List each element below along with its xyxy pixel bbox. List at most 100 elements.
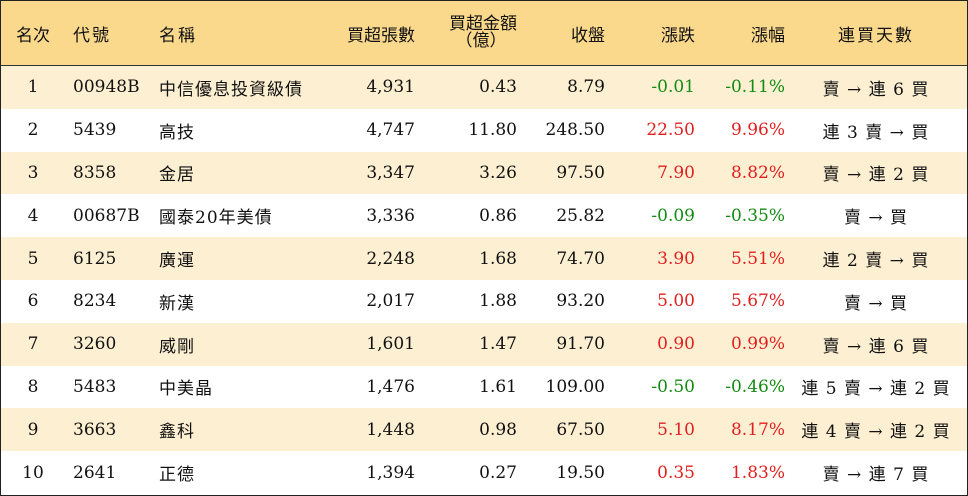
change-cell: 0.90 xyxy=(657,334,695,355)
net-buy-shares-cell: 2,017 xyxy=(366,291,415,312)
net-buy-shares-cell: 3,347 xyxy=(366,162,415,183)
name-cell: 金居 xyxy=(159,165,195,186)
net-buy-shares-cell: 4,747 xyxy=(366,120,415,141)
name-cell: 廣運 xyxy=(159,251,195,272)
rank-cell: 9 xyxy=(27,419,39,440)
close-price-cell: 67.50 xyxy=(556,419,605,440)
table-row[interactable]: 6 8234 新漢 2,017 1.88 93.20 5.00 5.67% 賣 → 買 xyxy=(1,279,967,323)
net-buy-amount-cell: 1.61 xyxy=(479,376,517,397)
rank-cell: 6 xyxy=(27,291,39,312)
table-row[interactable]: 8 5483 中美晶 1,476 1.61 109.00 -0.50 -0.46% 連 5 賣 … xyxy=(1,365,967,409)
code-cell: 00687B xyxy=(73,205,140,226)
consecutive-days-cell: 連 5 賣 → 連 2 買 xyxy=(801,379,951,400)
close-price-cell: 74.70 xyxy=(556,248,605,269)
header-change-pct[interactable]: 漲幅 xyxy=(751,25,785,46)
change-cell: 5.00 xyxy=(657,291,695,312)
table-row[interactable]: 5 6125 廣運 2,248 1.68 74.70 3.90 5.51% 連 2 賣 → 買 xyxy=(1,237,967,280)
change-cell: -0.01 xyxy=(651,77,695,98)
rank-cell: 7 xyxy=(27,334,39,355)
name-cell: 新漢 xyxy=(159,293,195,314)
table-row[interactable]: 4 00687B 國泰20年美債 3,336 0.86 25.82 -0.09 -0.35% 賣… xyxy=(1,194,967,238)
code-cell: 00948B xyxy=(73,77,140,98)
code-cell: 5483 xyxy=(73,376,117,397)
header-name[interactable]: 名稱 xyxy=(159,25,197,46)
change-cell: 0.35 xyxy=(657,462,695,483)
change-cell: 22.50 xyxy=(646,120,695,141)
net-buy-amount-cell: 1.68 xyxy=(479,248,517,269)
name-cell: 威剛 xyxy=(159,336,195,357)
close-price-cell: 19.50 xyxy=(556,462,605,483)
close-price-cell: 8.79 xyxy=(567,77,605,98)
name-cell: 高技 xyxy=(159,122,195,143)
table-row[interactable]: 9 3663 鑫科 1,448 0.98 67.50 5.10 8.17% 連 4 賣 → 連 … xyxy=(1,408,967,452)
net-buy-amount-cell: 1.47 xyxy=(479,334,517,355)
consecutive-days-cell: 賣 → 連 2 買 xyxy=(822,165,930,186)
close-price-cell: 248.50 xyxy=(545,120,605,141)
net-buy-shares-cell: 2,248 xyxy=(366,248,415,269)
change-cell: 7.90 xyxy=(657,162,695,183)
consecutive-days-cell: 賣 → 買 xyxy=(843,293,909,314)
change-cell: 5.10 xyxy=(657,419,695,440)
table-row[interactable]: 3 8358 金居 3,347 3.26 97.50 7.90 8.82% 賣 → 連 2 買 xyxy=(1,151,967,195)
header-net-buy-shares[interactable]: 買超張數 xyxy=(347,25,415,46)
header-consecutive-days[interactable]: 連買天數 xyxy=(838,25,914,46)
name-cell: 中信優息投資級債 xyxy=(159,79,303,100)
table-body: 1 00948B 中信優息投資級債 4,931 0.43 8.79 -0.01 -0.11% 賣… xyxy=(1,66,967,494)
net-buy-amount-cell: 0.86 xyxy=(479,205,517,226)
code-cell: 8234 xyxy=(73,291,117,312)
table-header: 名次 代號 名稱 買超張數 買超金額 （億） 收盤 漲跌 漲幅 連買天數 xyxy=(1,1,967,66)
rank-cell: 2 xyxy=(27,120,39,141)
change-pct-cell: 5.67% xyxy=(730,291,785,312)
net-buy-shares-cell: 4,931 xyxy=(366,77,415,98)
rank-cell: 8 xyxy=(27,376,39,397)
consecutive-days-cell: 賣 → 連 6 買 xyxy=(822,336,930,357)
net-buy-shares-cell: 3,336 xyxy=(366,205,415,226)
header-net-buy-amount[interactable]: 買超金額 （億） xyxy=(415,16,517,50)
code-cell: 2641 xyxy=(73,462,117,483)
table-row[interactable]: 2 5439 高技 4,747 11.80 248.50 22.50 9.96% 連 3 賣 →… xyxy=(1,108,967,152)
change-cell: 3.90 xyxy=(657,248,695,269)
table-row[interactable]: 10 2641 正德 1,394 0.27 19.50 0.35 1.83% 賣 → 連 7 買 xyxy=(1,451,967,494)
change-cell: -0.50 xyxy=(651,376,695,397)
net-buy-amount-cell: 11.80 xyxy=(468,120,517,141)
table-row[interactable]: 1 00948B 中信優息投資級債 4,931 0.43 8.79 -0.01 -0.11% 賣… xyxy=(1,66,967,109)
net-buy-amount-cell: 1.88 xyxy=(479,291,517,312)
header-rank[interactable]: 名次 xyxy=(16,25,50,46)
consecutive-days-cell: 連 3 賣 → 買 xyxy=(822,122,930,143)
consecutive-days-cell: 賣 → 連 7 買 xyxy=(822,465,930,486)
header-net-buy-amount-unit: （億） xyxy=(455,31,507,51)
change-pct-cell: 8.82% xyxy=(730,162,785,183)
rank-cell: 10 xyxy=(22,462,44,483)
close-price-cell: 91.70 xyxy=(556,334,605,355)
change-cell: -0.09 xyxy=(651,205,695,226)
header-close[interactable]: 收盤 xyxy=(571,25,605,46)
consecutive-days-cell: 連 2 賣 → 買 xyxy=(822,251,930,272)
change-pct-cell: 8.17% xyxy=(730,419,785,440)
name-cell: 國泰20年美債 xyxy=(159,208,273,229)
rank-cell: 3 xyxy=(27,162,39,183)
close-price-cell: 109.00 xyxy=(545,376,605,397)
name-cell: 中美晶 xyxy=(159,379,213,400)
net-buy-shares-cell: 1,394 xyxy=(366,462,415,483)
close-price-cell: 93.20 xyxy=(556,291,605,312)
header-net-buy-amount-label: 買超金額 xyxy=(449,14,517,34)
rank-cell: 1 xyxy=(27,77,39,98)
close-price-cell: 97.50 xyxy=(556,162,605,183)
net-buy-shares-cell: 1,601 xyxy=(366,334,415,355)
consecutive-days-cell: 連 4 賣 → 連 2 買 xyxy=(801,422,951,443)
change-pct-cell: 1.83% xyxy=(730,462,785,483)
consecutive-days-cell: 賣 → 買 xyxy=(843,208,909,229)
name-cell: 鑫科 xyxy=(159,422,195,443)
header-code[interactable]: 代號 xyxy=(73,25,111,46)
header-change[interactable]: 漲跌 xyxy=(661,25,695,46)
net-buy-amount-cell: 0.98 xyxy=(479,419,517,440)
net-buy-shares-cell: 1,448 xyxy=(366,419,415,440)
code-cell: 5439 xyxy=(73,120,117,141)
rank-cell: 4 xyxy=(27,205,39,226)
change-pct-cell: 9.96% xyxy=(730,120,785,141)
change-pct-cell: -0.46% xyxy=(725,376,785,397)
table-row[interactable]: 7 3260 威剛 1,601 1.47 91.70 0.90 0.99% 賣 → 連 6 買 xyxy=(1,322,967,366)
close-price-cell: 25.82 xyxy=(556,205,605,226)
net-buy-amount-cell: 0.43 xyxy=(479,77,517,98)
